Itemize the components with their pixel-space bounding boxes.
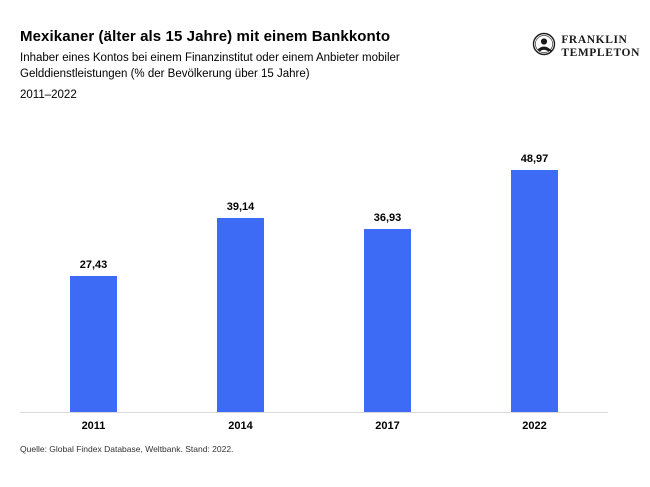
bar [364, 229, 411, 412]
x-axis-label: 2017 [375, 420, 400, 432]
chart-period: 2011–2022 [20, 89, 77, 102]
chart-subtitle: Inhaber eines Kontos bei einem Finanzins… [20, 51, 400, 82]
bar-slot: 36,93 [314, 140, 461, 412]
franklin-templeton-logo: FRANKLIN TEMPLETON [532, 28, 640, 61]
franklin-portrait-icon [532, 32, 556, 61]
source-note: Quelle: Global Findex Database, Weltbank… [20, 444, 234, 454]
logo-text: FRANKLIN TEMPLETON [561, 34, 640, 59]
bar-value-label: 27,43 [79, 259, 108, 272]
bar-slot: 27,43 [20, 140, 167, 412]
x-axis-labels: 2011 2014 2017 2022 [20, 420, 608, 432]
bar [511, 169, 558, 412]
chart-title: Mexikaner (älter als 15 Jahre) mit einem… [20, 28, 391, 45]
bar-chart: 27,43 39,14 36,93 48,97 2011 2014 2017 2022 [20, 140, 608, 432]
bar [70, 276, 117, 412]
x-axis-label: 2014 [228, 420, 253, 432]
plot-area: 27,43 39,14 36,93 48,97 [20, 140, 608, 413]
bar-slot: 39,14 [167, 140, 314, 412]
bar-value-label: 39,14 [226, 201, 255, 214]
logo-line2: TEMPLETON [561, 46, 640, 59]
title-block: Mexikaner (älter als 15 Jahre) mit einem… [20, 28, 400, 101]
bar-slot: 48,97 [461, 140, 608, 412]
chart-subtitle-line1: Inhaber eines Kontos bei einem Finanzins… [20, 52, 400, 65]
logo-line1: FRANKLIN [561, 33, 628, 46]
bar-value-label: 48,97 [520, 152, 549, 165]
bar [217, 218, 264, 412]
x-axis-label: 2011 [81, 420, 106, 432]
x-axis-label: 2022 [522, 420, 547, 432]
chart-subtitle-line2: Gelddienstleistungen (% der Bevölkerung … [20, 67, 310, 80]
header: Mexikaner (älter als 15 Jahre) mit einem… [20, 28, 640, 101]
bar-value-label: 36,93 [373, 212, 402, 225]
